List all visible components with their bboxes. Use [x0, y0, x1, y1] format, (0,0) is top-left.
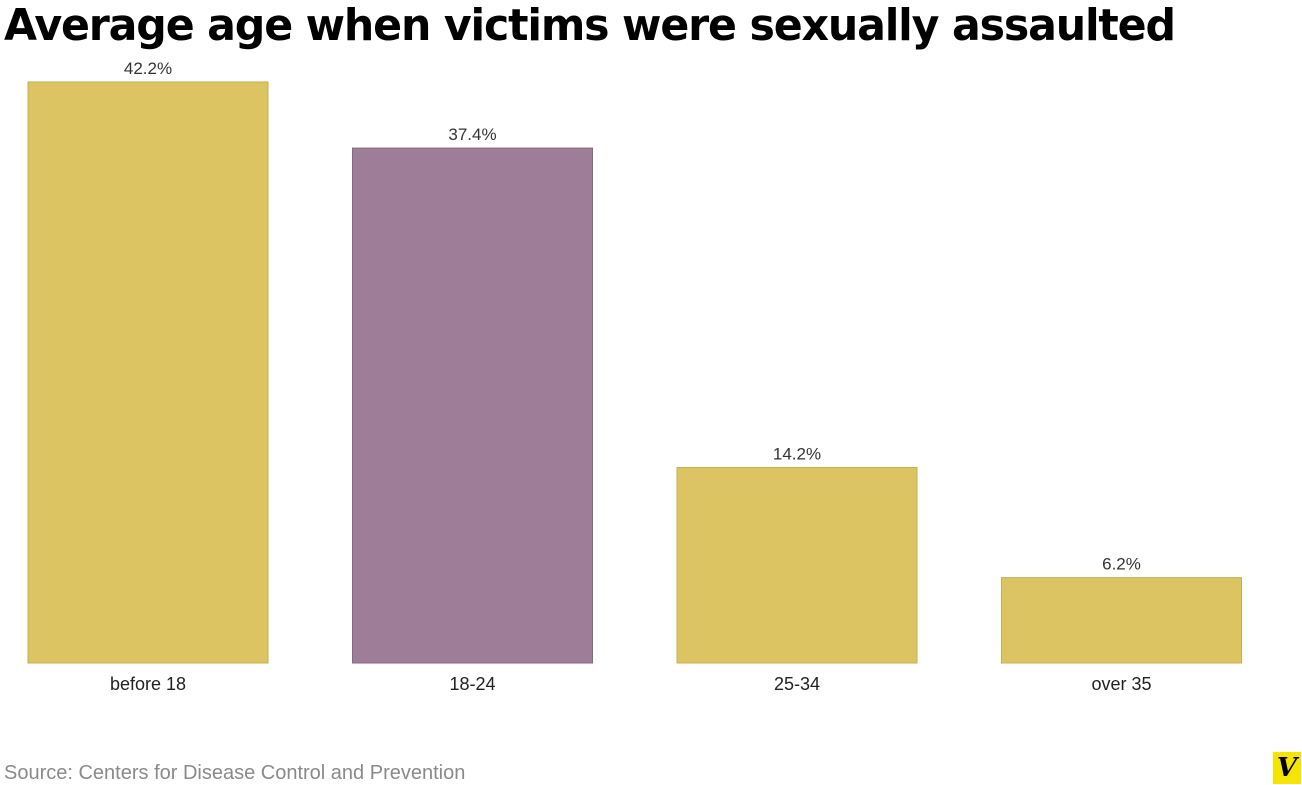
category-label: 18-24 [449, 674, 495, 694]
data-label: 37.4% [448, 125, 496, 144]
category-label: 25-34 [774, 674, 820, 694]
category-label: before 18 [110, 674, 186, 694]
category-label: over 35 [1091, 674, 1151, 694]
bar-over-35 [1001, 577, 1242, 664]
data-label: 42.2% [124, 59, 172, 78]
bar-25-34 [676, 466, 918, 664]
data-label: 6.2% [1102, 555, 1141, 574]
bar-18-24 [352, 147, 593, 664]
data-label: 14.2% [773, 444, 821, 463]
vox-logo-icon: V [1273, 752, 1301, 784]
bar-before-18 [27, 81, 269, 664]
source-note: Source: Centers for Disease Control and … [4, 762, 466, 784]
chart-title: Average age when victims were sexually a… [4, 0, 1176, 51]
